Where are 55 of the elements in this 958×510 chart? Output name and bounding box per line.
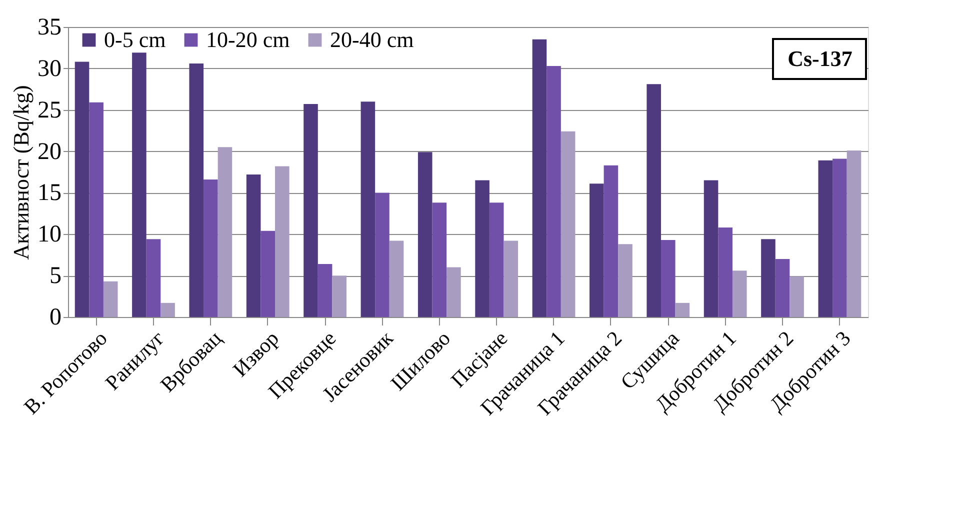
y-tick-label: 0: [50, 304, 62, 330]
bar: [790, 276, 804, 317]
y-tick-label: 5: [50, 263, 62, 290]
bar: [332, 276, 346, 317]
bar: [103, 281, 118, 317]
bar: [318, 264, 332, 317]
bar: [446, 267, 461, 317]
bar: [646, 84, 661, 317]
bar: [761, 239, 776, 317]
legend-label: 10-20 cm: [206, 27, 290, 52]
y-tick-label: 35: [38, 14, 62, 40]
bar: [218, 147, 232, 317]
bar: [604, 165, 618, 317]
bar: [732, 270, 747, 317]
bar: [818, 160, 833, 317]
bar: [418, 152, 432, 317]
bar: [304, 104, 318, 317]
bar: [532, 39, 547, 317]
y-tick-label: 10: [38, 222, 62, 248]
bar: [146, 239, 161, 317]
bar: [560, 131, 576, 317]
bar: [590, 184, 604, 317]
y-tick-label: 25: [38, 97, 62, 124]
bar: [675, 302, 690, 317]
bar: [832, 158, 847, 317]
bar: [432, 202, 447, 317]
bar: [660, 240, 676, 317]
bar: [546, 66, 561, 317]
y-axis-title: Активност (Bq/kg): [8, 85, 34, 260]
bar: [704, 180, 718, 317]
bar: [260, 230, 276, 317]
annotation: Cs-137: [788, 46, 852, 71]
bar: [132, 52, 146, 317]
bar: [389, 240, 404, 317]
bar: [618, 244, 632, 317]
bar: [775, 259, 790, 317]
bar: [74, 62, 90, 317]
bar: [189, 63, 204, 317]
bar: [504, 240, 518, 317]
bar: [360, 102, 376, 317]
legend-label: 0-5 cm: [104, 27, 166, 52]
bar: [489, 202, 504, 317]
bar: [846, 150, 862, 317]
bar: [375, 192, 390, 317]
bar: [89, 102, 104, 317]
bar: [475, 180, 490, 317]
y-tick-label: 30: [38, 56, 62, 82]
y-tick-label: 20: [38, 138, 62, 165]
bar: [204, 179, 218, 317]
y-tick-label: 15: [38, 180, 62, 206]
bar: [275, 166, 290, 317]
legend-label: 20-40 cm: [330, 27, 414, 52]
bar: [160, 302, 175, 317]
bar: [718, 228, 732, 317]
bar: [246, 174, 261, 317]
